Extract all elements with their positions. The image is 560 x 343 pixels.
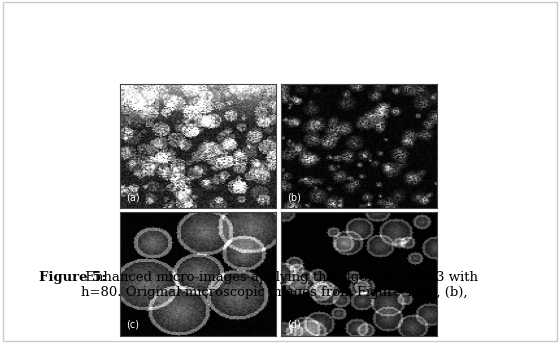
Text: (c): (c) [127, 320, 139, 330]
Text: Enhanced micro-images applying the algorithm No. 3 with
h=80. Original microscop: Enhanced micro-images applying the algor… [81, 271, 478, 299]
Text: (b): (b) [288, 192, 301, 202]
Text: (a): (a) [127, 192, 140, 202]
Text: (d): (d) [288, 320, 301, 330]
Text: Figure 5:: Figure 5: [39, 271, 106, 284]
